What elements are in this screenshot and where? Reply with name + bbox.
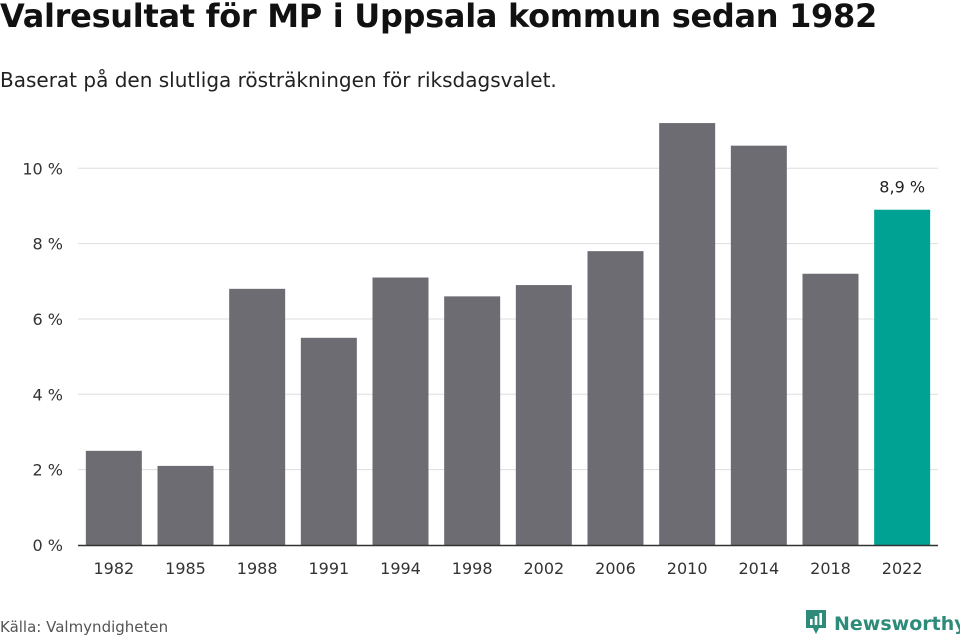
bar-2002 — [515, 285, 572, 545]
data-labels: 8,9 % — [879, 178, 925, 197]
x-tick-label: 1982 — [93, 559, 134, 578]
bar-1991 — [300, 337, 357, 545]
bar-1988 — [229, 288, 286, 545]
bar-2018 — [802, 273, 859, 545]
x-axis-ticks: 1982 1985 1988 1991 1994 1998 2002 2006 2010 2014… — [78, 544, 938, 578]
chart-title: Valresultat för MP i Uppsala kommun seda… — [0, 0, 877, 35]
bar-2022 — [874, 209, 931, 545]
x-tick-label: 2006 — [595, 559, 636, 578]
y-tick-label: 0 % — [33, 536, 63, 555]
bar-1998 — [444, 296, 501, 545]
bar-1982 — [85, 450, 142, 545]
bar-1985 — [157, 465, 214, 545]
x-tick-label: 2022 — [882, 559, 923, 578]
x-tick-label: 1988 — [237, 559, 278, 578]
x-tick-label: 2002 — [523, 559, 564, 578]
y-axis-ticks: 0 % 2 % 4 % 6 % 8 % 10 % — [22, 159, 63, 555]
x-tick-label: 1991 — [308, 559, 349, 578]
bar-2014 — [730, 145, 787, 545]
y-tick-label: 10 % — [22, 159, 63, 178]
brand-logo[interactable]: Newsworthy — [804, 608, 960, 640]
source-note: Källa: Valmyndigheten — [0, 618, 169, 636]
y-tick-label: 6 % — [33, 310, 63, 329]
x-tick-label: 1985 — [165, 559, 206, 578]
bar-2006 — [587, 251, 644, 546]
x-tick-label: 2014 — [738, 559, 779, 578]
brand-name: Newsworthy — [834, 613, 960, 635]
gridlines — [78, 167, 938, 471]
x-tick-label: 2010 — [667, 559, 708, 578]
chart-subtitle: Baserat på den slutliga rösträkningen fö… — [0, 68, 557, 92]
y-tick-label: 2 % — [33, 461, 63, 480]
bar-2010 — [659, 123, 716, 545]
y-tick-label: 4 % — [33, 385, 63, 404]
bar-1994 — [372, 277, 429, 545]
newsworthy-logo-icon — [804, 608, 828, 640]
bar-chart: 0 % 2 % 4 % 6 % 8 % 10 % 1982 1985 1988 1991 1994… — [22, 123, 938, 578]
x-tick-label: 1994 — [380, 559, 421, 578]
x-tick-label: 2018 — [810, 559, 851, 578]
x-tick-label: 1998 — [452, 559, 493, 578]
data-label: 8,9 % — [879, 178, 925, 197]
bars — [85, 123, 931, 546]
y-tick-label: 8 % — [33, 235, 63, 254]
